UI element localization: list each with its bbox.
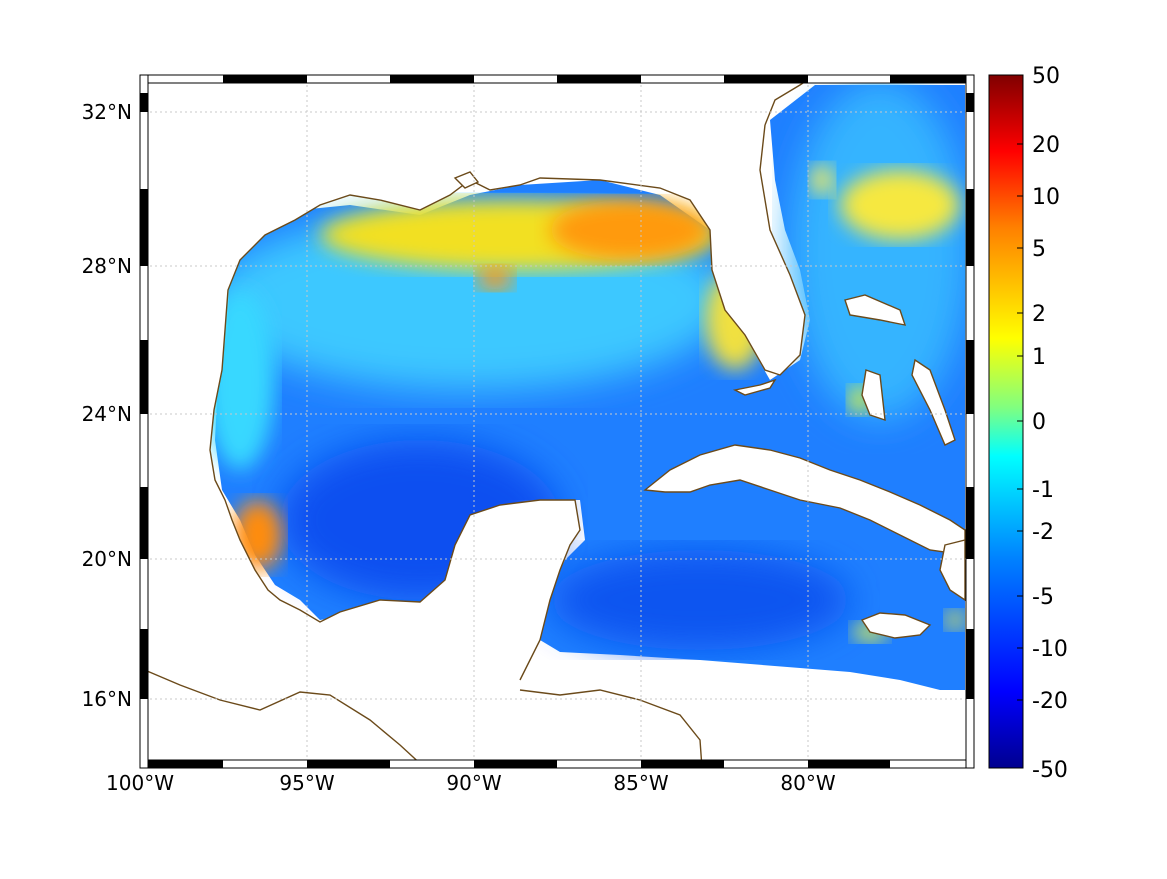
colorbar-labels: 50 20 10 5 2 1 0 -1 -2 -5 -10 -20 -50: [1032, 64, 1068, 783]
land-bahamas-north: [844, 294, 907, 326]
lon-label: 100°W: [106, 771, 174, 795]
colorbar-label: -1: [1032, 478, 1054, 503]
warm-band-panhandle: [550, 200, 710, 260]
yellow-atlantic-small: [810, 164, 834, 196]
lat-label: 24°N: [82, 402, 132, 426]
lat-label: 16°N: [82, 687, 132, 711]
warm-spot-mobile: [477, 266, 513, 290]
land-island-mississippi: [453, 171, 480, 189]
lat-label: 28°N: [82, 254, 132, 278]
map-frame-border: [139, 74, 975, 769]
coastline-central-america: [140, 667, 426, 768]
coastline-honduras: [519, 689, 703, 768]
graticule: [140, 75, 974, 768]
land-bahamas-east: [911, 358, 956, 446]
yellow-haiti: [945, 610, 965, 630]
colorbar-label: 1: [1032, 345, 1046, 370]
colorbar-ticks: [1017, 143, 1023, 701]
land-usa: [140, 75, 815, 768]
colorbar-label: -10: [1032, 637, 1068, 662]
colorbar-label: -50: [1032, 758, 1068, 783]
land-florida-keys: [732, 378, 777, 396]
lon-label: 95°W: [279, 771, 334, 795]
lon-label: 90°W: [446, 771, 501, 795]
yellow-atlantic: [840, 170, 960, 240]
colorbar-label: 10: [1032, 185, 1060, 210]
longitude-labels: 100°W 95°W 90°W 85°W 80°W: [106, 771, 836, 795]
land-bahamas-andros: [861, 369, 886, 422]
lat-label: 20°N: [82, 547, 132, 571]
colorbar-label: -5: [1032, 585, 1054, 610]
colorbar-label: -2: [1032, 520, 1054, 545]
colorbar-label: -20: [1032, 689, 1068, 714]
land-hispaniola: [939, 539, 966, 602]
colorbar-label: 5: [1032, 237, 1046, 262]
lon-label: 80°W: [780, 771, 835, 795]
coastline-gulf: [209, 124, 806, 681]
latitude-labels: 32°N 28°N 24°N 20°N 16°N: [82, 100, 132, 711]
colorbar: 50 20 10 5 2 1 0 -1 -2 -5 -10 -20 -50: [988, 64, 1068, 783]
land-jamaica: [860, 612, 932, 639]
lon-label: 85°W: [613, 771, 668, 795]
land-masks: [140, 75, 966, 768]
colorbar-label: 50: [1032, 64, 1060, 89]
deep-blue-caribbean: [550, 550, 850, 650]
colorbar-label: 20: [1032, 133, 1060, 158]
colorbar-label: 2: [1032, 302, 1046, 327]
lat-label: 32°N: [82, 100, 132, 124]
colorbar-label: 0: [1032, 410, 1046, 435]
cyan-band-east: [790, 80, 970, 420]
